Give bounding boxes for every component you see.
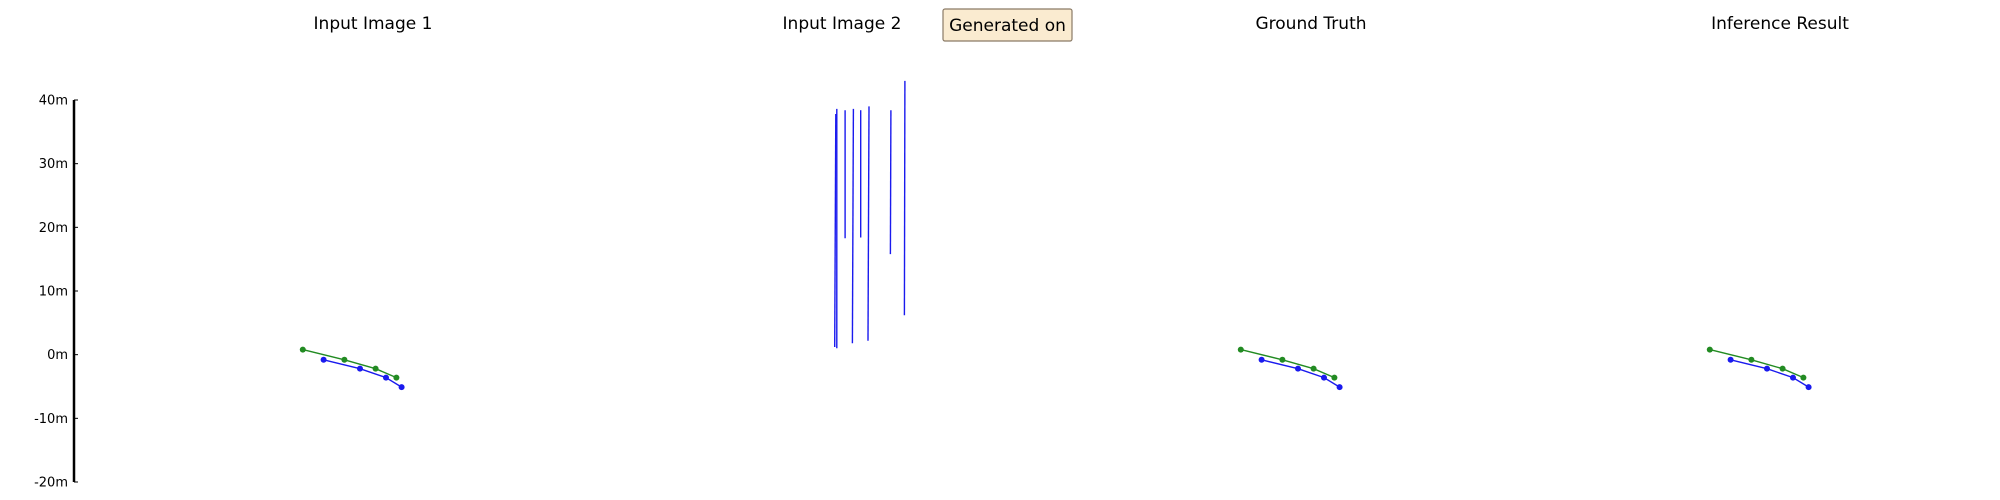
blue-lane-point — [1727, 356, 1734, 363]
panel-2-marks — [834, 80, 906, 349]
blue-lane-line — [889, 110, 892, 255]
panel-title: Inference Result — [1711, 14, 1849, 34]
y-tick-label: 40m — [39, 94, 68, 109]
blue-lane-point — [398, 384, 405, 391]
blue-lane-point — [357, 365, 363, 372]
generated-on-badge: Generated on — [942, 8, 1073, 42]
blue-lane-line — [1261, 359, 1340, 388]
blue-lane-line — [834, 113, 837, 348]
y-tick-label: 30m — [39, 157, 68, 172]
blue-lane-point — [1790, 374, 1796, 381]
green-lane-point — [1279, 356, 1286, 363]
green-lane-line — [1240, 348, 1335, 379]
green-lane-point — [393, 374, 400, 381]
green-lane-line — [302, 348, 397, 379]
blue-lane-point — [1336, 384, 1343, 391]
green-lane-point — [1310, 365, 1317, 372]
blue-lane-line — [323, 359, 402, 388]
green-lane-point — [1748, 356, 1755, 363]
chart-marks — [299, 80, 1812, 391]
green-lane-line — [1709, 348, 1804, 379]
panel-title: Input Image 2 — [783, 14, 902, 34]
blue-lane-point — [383, 374, 389, 381]
green-lane-point — [1331, 374, 1338, 381]
y-tick-label: -10m — [34, 412, 68, 427]
y-tick-label: 20m — [39, 221, 68, 236]
panel-titles: Input Image 1 Input Image 2 Ground Truth In… — [314, 14, 1850, 34]
blue-lane-line — [903, 80, 906, 316]
blue-lane-point — [1764, 365, 1770, 372]
green-lane-point — [341, 356, 348, 363]
green-lane-point — [1706, 346, 1713, 353]
badge-box — [942, 8, 1073, 42]
blue-lane-point — [1295, 365, 1301, 372]
blue-lane-point — [1805, 384, 1812, 391]
panel-3-marks — [1237, 346, 1343, 391]
panel-title: Ground Truth — [1255, 14, 1366, 34]
badge-text: Generated on — [949, 16, 1066, 36]
green-lane-point — [1800, 374, 1807, 381]
green-lane-point — [1779, 365, 1786, 372]
blue-lane-point — [1258, 356, 1265, 363]
blue-lane-point — [1321, 374, 1327, 381]
y-tick-label: 10m — [39, 285, 68, 300]
blue-lane-line — [1730, 359, 1809, 388]
panel-4-marks — [1706, 346, 1812, 391]
green-lane-point — [372, 365, 379, 372]
y-tick-label: -20m — [34, 476, 68, 491]
blue-lane-line — [851, 108, 855, 344]
green-lane-point — [1237, 346, 1244, 353]
green-lane-point — [299, 346, 306, 353]
y-axis: 40m 30m 20m 10m 0m -10m -20m — [34, 94, 78, 491]
panel-title: Input Image 1 — [314, 14, 433, 34]
blue-lane-point — [320, 356, 327, 363]
panel-1-marks — [299, 346, 405, 391]
y-tick-label: 0m — [47, 348, 68, 363]
blue-lane-line — [867, 106, 870, 341]
